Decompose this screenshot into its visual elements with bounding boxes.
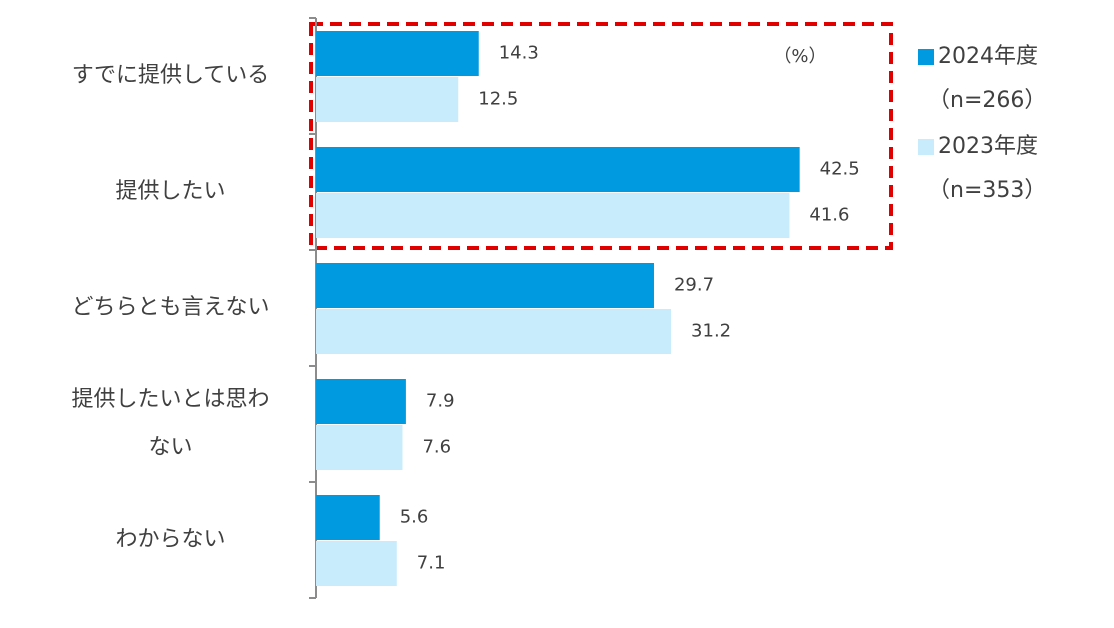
bar bbox=[316, 425, 403, 470]
category-label: わからない bbox=[115, 527, 226, 552]
legend-swatch bbox=[918, 139, 934, 155]
category-label: 提供したいとは思わない bbox=[71, 387, 270, 460]
highlight-box bbox=[309, 22, 893, 250]
value-label: 7.6 bbox=[422, 437, 451, 458]
bar bbox=[316, 193, 790, 238]
bar bbox=[316, 541, 397, 586]
category-label: 提供したい bbox=[115, 179, 226, 204]
bar bbox=[316, 31, 479, 76]
bar bbox=[316, 263, 654, 308]
legend-sample: （n=353） bbox=[928, 178, 1046, 203]
legend-swatch bbox=[918, 49, 934, 65]
legend-label: 2023年度 bbox=[938, 134, 1038, 159]
value-label: 42.5 bbox=[820, 159, 860, 180]
value-label: 7.1 bbox=[417, 553, 446, 574]
bar bbox=[316, 147, 800, 192]
category-label: すでに提供している bbox=[71, 63, 270, 88]
value-label: 41.6 bbox=[809, 205, 849, 226]
legend-sample: （n=266） bbox=[928, 88, 1046, 113]
unit-label: （%） bbox=[773, 46, 826, 67]
bar bbox=[316, 77, 459, 122]
value-label: 31.2 bbox=[691, 321, 731, 342]
value-label: 7.9 bbox=[426, 391, 455, 412]
value-label: 5.6 bbox=[400, 507, 429, 528]
bar bbox=[316, 495, 380, 540]
bar bbox=[316, 379, 406, 424]
bar bbox=[316, 309, 672, 354]
value-label: 29.7 bbox=[674, 275, 714, 296]
value-label: 14.3 bbox=[499, 43, 539, 64]
legend-label: 2024年度 bbox=[938, 44, 1038, 69]
value-label: 12.5 bbox=[478, 89, 518, 110]
category-label: どちらとも言えない bbox=[71, 295, 270, 320]
